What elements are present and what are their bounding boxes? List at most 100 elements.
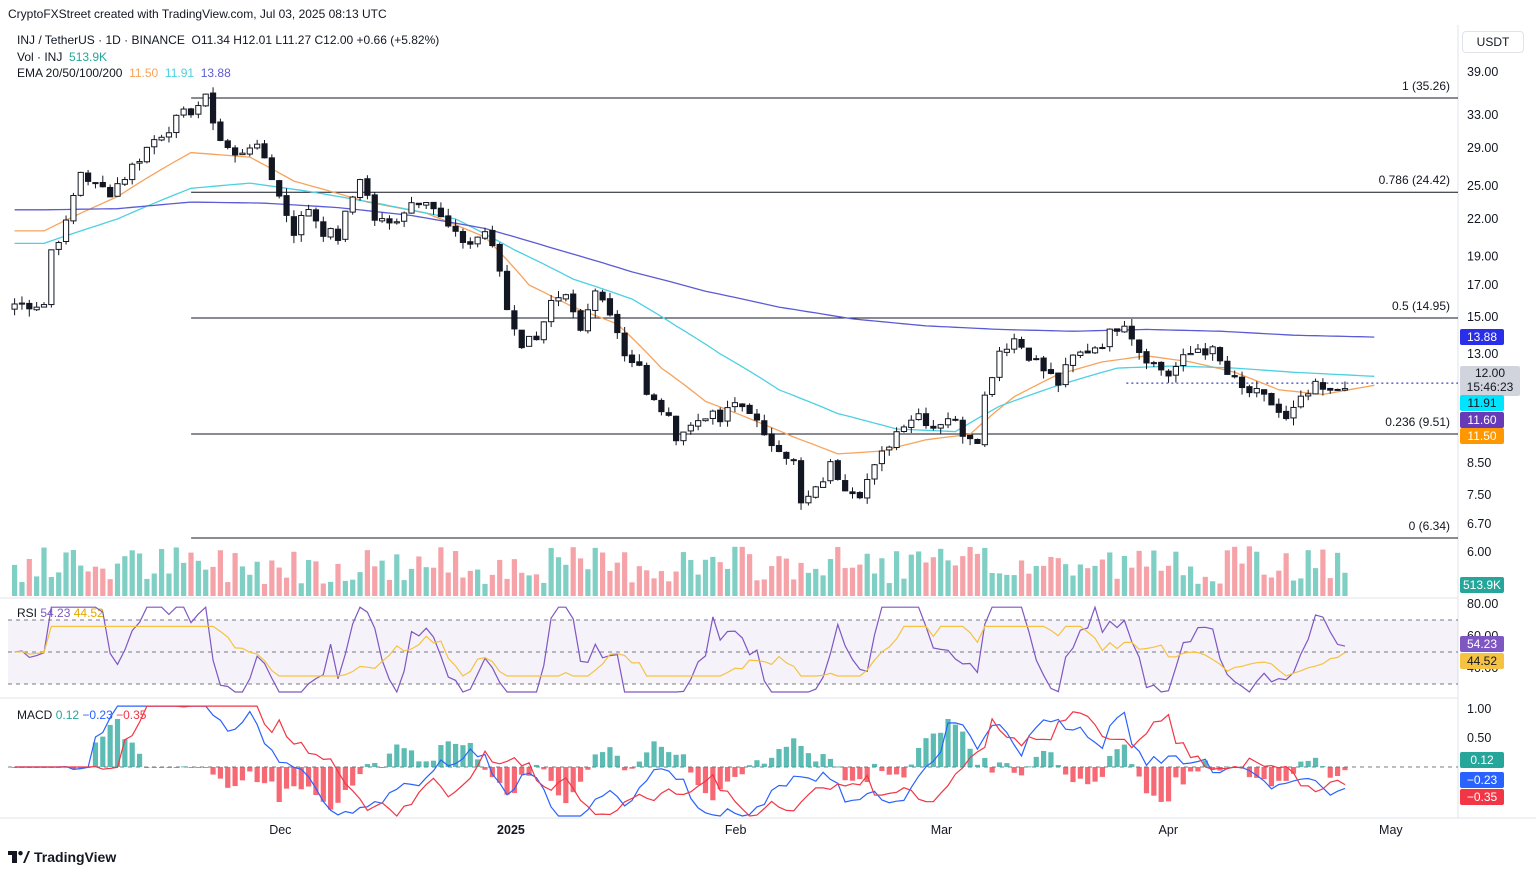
candle-body [209, 92, 217, 124]
volume-bar [805, 572, 811, 596]
last-price-value: 12.00 [1474, 366, 1506, 380]
volume-bar [886, 583, 892, 596]
ema20-line [14, 151, 1375, 455]
macd-histogram-bar [467, 742, 473, 767]
candle-body [268, 157, 275, 181]
volume-bar [430, 567, 437, 596]
volume-bar [1202, 576, 1208, 596]
candle-body [548, 299, 555, 323]
macd-histogram-bar [820, 754, 826, 767]
macd-histogram-bar [1143, 767, 1150, 794]
candle-body [753, 413, 761, 421]
macd-histogram-bar [144, 767, 150, 768]
candle-body [922, 413, 930, 427]
macd-histogram-bar [1151, 767, 1157, 796]
macd-histogram-bar [1004, 763, 1010, 767]
macd-histogram-bar [497, 767, 503, 783]
fib-level-label: 0.236 (9.51) [1385, 415, 1450, 429]
symbol-line[interactable]: INJ / TetherUS · 1D · BINANCE O11.34 H12… [17, 33, 439, 47]
candle-body [761, 420, 768, 436]
volume-bar [261, 583, 268, 596]
ema-legend[interactable]: EMA 20/50/100/200 11.50 11.91 13.88 [17, 66, 231, 80]
rsi-legend[interactable]: RSI 54.23 44.52 [17, 606, 104, 620]
candle-body [746, 404, 753, 414]
macd-histogram-bar [401, 748, 407, 767]
macd-histogram-bar [813, 761, 819, 767]
macd-histogram-bar [680, 754, 687, 767]
candle-body [974, 438, 981, 444]
volume-bar [754, 580, 760, 596]
macd-histogram-bar [1224, 766, 1230, 768]
volume-bar [1232, 546, 1238, 596]
candle-body [276, 180, 283, 197]
candle-body [114, 183, 121, 197]
candle-body [1091, 347, 1099, 354]
volume-bar [1129, 567, 1135, 596]
candle-body [481, 231, 489, 239]
candle-body [915, 413, 922, 421]
candle-body [62, 219, 70, 242]
candle-body [254, 143, 261, 149]
candle-body [606, 298, 614, 316]
volume-bar [475, 569, 481, 596]
candle-body [415, 202, 422, 206]
macd-histogram-bar [739, 767, 745, 775]
candle-body [11, 303, 18, 310]
macd-histogram-bar [70, 767, 76, 769]
macd-histogram-bar [1048, 752, 1054, 767]
macd-histogram-bar [916, 747, 922, 767]
macd-histogram-bar [636, 761, 642, 767]
volume-bar [1165, 565, 1172, 596]
macd-histogram-bar [783, 746, 789, 767]
volume-bar [894, 551, 900, 596]
volume-bar [1004, 574, 1010, 596]
macd-legend[interactable]: MACD 0.12 −0.23 −0.35 [17, 708, 146, 722]
volume-bar [482, 583, 488, 596]
volume-bar [1151, 550, 1157, 596]
macd-histogram-bar [857, 767, 863, 780]
candle-body [533, 335, 540, 341]
volume-legend[interactable]: Vol · INJ 513.9K [17, 50, 107, 64]
volume-bar [724, 568, 731, 596]
tradingview-brand[interactable]: TradingView [8, 849, 116, 865]
macd-histogram-bar [1327, 767, 1333, 778]
candle-body [1018, 338, 1025, 348]
volume-bar [761, 579, 767, 596]
volume-bar [203, 569, 209, 596]
volume-bar [239, 566, 246, 596]
macd-histogram-bar [1342, 767, 1348, 771]
reference-price-tag: 11.60 [1460, 412, 1504, 428]
macd-histogram-bar [555, 767, 562, 796]
volume-bar [320, 583, 326, 596]
macd-histogram-bar [1158, 767, 1164, 802]
volume-bar [1261, 574, 1267, 596]
volume-bar [416, 556, 422, 596]
volume-bar [489, 574, 495, 596]
candle-body [944, 418, 952, 426]
candle-body [467, 241, 474, 245]
volume-bar [445, 572, 451, 596]
volume-bar [166, 573, 172, 596]
macd-histogram-bar [328, 767, 334, 810]
macd-histogram-bar [247, 767, 253, 772]
candle-body [937, 424, 944, 429]
candle-body [1165, 370, 1172, 377]
currency-button[interactable]: USDT [1462, 31, 1524, 53]
candle-body [1238, 376, 1246, 389]
candle-body [599, 291, 606, 301]
macd-histogram-bar [776, 749, 782, 767]
volume-bar [864, 553, 870, 596]
volume-bar [247, 574, 253, 596]
macd-histogram-bar [151, 767, 157, 768]
candle-body [261, 143, 268, 159]
candle-body [1231, 375, 1238, 378]
candle-body [327, 228, 334, 238]
macd-histogram-bar [1070, 767, 1076, 783]
macd-histogram-bar [320, 767, 326, 802]
candle-body [1003, 348, 1010, 353]
volume-bar [1114, 578, 1120, 596]
candle-body [871, 464, 878, 480]
volume-bar [827, 559, 834, 596]
macd-legend-value: −0.23 [82, 708, 113, 722]
